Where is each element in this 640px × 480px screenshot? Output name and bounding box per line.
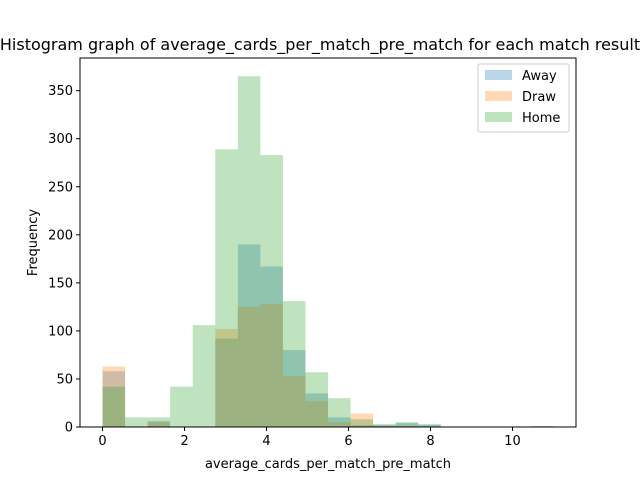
bar-draw-9 (305, 401, 328, 427)
bar-away-12 (373, 425, 396, 427)
bar-away-8 (282, 350, 306, 427)
bar-draw-0 (102, 366, 126, 427)
bar-away-2 (147, 421, 171, 427)
legend-swatch-draw (485, 91, 512, 101)
bar-draw-2 (147, 422, 171, 427)
y-tick-label: 350 (48, 84, 73, 99)
y-tick-label: 150 (48, 276, 73, 291)
bar-home-11 (350, 419, 374, 427)
y-axis: 0 50 100 150 200 250 300 350 (48, 84, 80, 436)
bar-away-7 (260, 266, 283, 427)
legend-label-draw: Draw (522, 90, 556, 105)
x-tick-label: 4 (262, 434, 270, 449)
x-tick-label: 8 (426, 434, 434, 449)
legend-swatch-away (485, 70, 512, 80)
legend-label-away: Away (522, 69, 557, 84)
y-axis-label: Frequency (26, 209, 41, 276)
bar-draw-11 (350, 413, 374, 427)
bar-home-6 (237, 76, 261, 427)
bar-away-5 (215, 338, 238, 427)
x-tick-label: 0 (98, 434, 106, 449)
bar-home-14 (418, 425, 441, 427)
y-tick-label: 300 (48, 132, 73, 147)
bars-layer (102, 76, 554, 427)
y-tick-label: 200 (48, 228, 73, 243)
y-tick-label: 100 (48, 324, 73, 339)
legend: Away Draw Home (477, 63, 570, 133)
bar-draw-5 (215, 328, 238, 427)
legend-box (477, 63, 570, 133)
bar-home-13 (395, 422, 419, 427)
bar-draw-10 (328, 422, 351, 427)
bar-home-2 (147, 417, 171, 427)
bar-home-9 (305, 372, 328, 427)
plot-area-frame (79, 57, 577, 428)
x-tick-label: 6 (344, 434, 352, 449)
legend-swatch-home (485, 112, 512, 122)
x-tick-label: 10 (504, 434, 521, 449)
bar-home-4 (192, 325, 216, 427)
bar-away-14 (418, 424, 441, 427)
bar-home-3 (170, 386, 193, 427)
bar-home-5 (215, 149, 238, 427)
bar-draw-7 (260, 304, 283, 427)
x-tick-label: 2 (180, 434, 188, 449)
bar-away-6 (237, 244, 261, 427)
bar-away-11 (350, 425, 374, 427)
y-tick-label: 0 (65, 421, 73, 436)
bar-away-0 (102, 371, 126, 427)
bar-away-9 (305, 393, 328, 427)
bar-away-10 (328, 417, 351, 427)
x-axis: 0 2 4 6 8 10 (98, 427, 521, 449)
bar-home-1 (125, 417, 148, 427)
bar-home-10 (328, 398, 351, 427)
y-tick-label: 50 (56, 372, 73, 387)
y-tick-label: 250 (48, 180, 73, 195)
bar-home-12 (373, 424, 396, 427)
bar-draw-6 (237, 306, 261, 427)
bar-home-7 (260, 155, 283, 427)
legend-label-home: Home (522, 111, 560, 126)
bar-draw-8 (282, 376, 306, 427)
bar-away-13 (395, 423, 419, 427)
x-axis-label: average_cards_per_match_pre_match (205, 457, 451, 472)
chart-title: Histogram graph of average_cards_per_mat… (0, 35, 640, 55)
bar-home-0 (102, 386, 126, 427)
bar-home-8 (282, 301, 306, 427)
